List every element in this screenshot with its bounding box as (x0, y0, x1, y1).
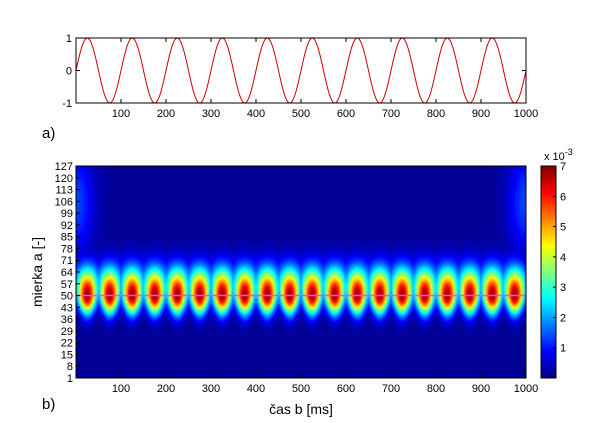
bottom-y-tick-label: 8 (67, 361, 73, 373)
top-y-ticks: -1 0 1 (62, 33, 526, 110)
top-y-tick-label: 1 (66, 33, 72, 45)
top-panel: 100 200 300 400 500 600 700 800 900 1000 -1 0 1 a) (42, 33, 538, 142)
bottom-y-tick-label: 106 (55, 196, 73, 208)
colorbar-tick-label: 4 (560, 252, 566, 264)
bottom-y-tick-label: 36 (61, 314, 73, 326)
top-x-tick-label: 1000 (514, 108, 538, 120)
top-x-tick-label: 400 (247, 108, 265, 120)
colorbar-tick-label: 6 (560, 191, 566, 203)
top-x-tick-label: 100 (112, 108, 130, 120)
top-x-tick-label: 300 (202, 108, 220, 120)
colorbar-tick-label: 7 (560, 161, 566, 173)
bottom-y-tick-label: 22 (61, 338, 73, 350)
bottom-x-tick-label: 1000 (514, 383, 538, 395)
bottom-y-tick-label: 71 (61, 255, 73, 267)
bottom-y-tick-label: 29 (61, 326, 73, 338)
colorbar-multiplier-exponent: -3 (565, 147, 573, 157)
top-y-tick-label: 0 (66, 66, 72, 78)
bottom-y-tick-label: 1 (67, 373, 73, 385)
colorbar-tick-label: 5 (560, 222, 566, 234)
top-y-tick-label: -1 (62, 98, 72, 110)
top-x-tick-label: 800 (427, 108, 445, 120)
colorbar: 1 2 3 4 5 6 7 x 10-3 (540, 147, 573, 379)
bottom-y-tick-label: 64 (61, 267, 73, 279)
bottom-y-tick-label: 50 (61, 291, 73, 303)
bottom-x-tick-label: 900 (472, 383, 490, 395)
bottom-y-tick-label: 15 (61, 349, 73, 361)
colorbar-tick-label: 2 (560, 312, 566, 324)
bottom-x-tick-label: 700 (382, 383, 400, 395)
panel-label-a: a) (42, 125, 55, 142)
x-axis-label: čas b [ms] (269, 401, 333, 417)
bottom-panel: 100 200 300 400 500 600 700 800 900 1000 18152229… (29, 161, 538, 417)
heatmap-image (76, 166, 526, 378)
sine-series-line (76, 38, 526, 103)
bottom-y-tick-label: 99 (61, 208, 73, 220)
top-x-tick-label: 500 (292, 108, 310, 120)
colorbar-tick-label: 1 (560, 343, 566, 355)
bottom-x-ticks: 100 200 300 400 500 600 700 800 900 1000 (112, 374, 538, 395)
top-x-tick-label: 700 (382, 108, 400, 120)
colorbar-gradient (541, 166, 556, 378)
bottom-y-tick-label: 113 (55, 185, 73, 197)
y-axis-label: mierka a [-] (29, 237, 45, 307)
colorbar-multiplier: x 10-3 (544, 147, 573, 163)
bottom-x-tick-label: 600 (337, 383, 355, 395)
bottom-x-tick-label: 100 (112, 383, 130, 395)
top-x-tick-label: 600 (337, 108, 355, 120)
colorbar-multiplier-base: x 10 (544, 151, 565, 163)
bottom-y-tick-label: 120 (55, 173, 73, 185)
colorbar-frame (540, 165, 557, 379)
top-x-ticks: 100 200 300 400 500 600 700 800 900 1000 (112, 38, 538, 120)
bottom-x-tick-label: 400 (247, 383, 265, 395)
colorbar-ticks: 1 2 3 4 5 6 7 (553, 161, 566, 355)
bottom-x-tick-label: 500 (292, 383, 310, 395)
bottom-x-tick-label: 800 (427, 383, 445, 395)
bottom-y-tick-label: 78 (61, 243, 73, 255)
panel-label-b: b) (42, 396, 55, 413)
bottom-x-tick-label: 300 (202, 383, 220, 395)
bottom-x-tick-label: 200 (157, 383, 175, 395)
bottom-y-tick-label: 43 (61, 302, 73, 314)
top-x-tick-label: 900 (472, 108, 490, 120)
bottom-y-tick-label: 85 (61, 232, 73, 244)
bottom-y-tick-label: 127 (55, 161, 73, 173)
bottom-y-tick-label: 92 (61, 220, 73, 232)
top-x-tick-label: 200 (157, 108, 175, 120)
bottom-y-tick-label: 57 (61, 279, 73, 291)
colorbar-tick-label: 3 (560, 282, 566, 294)
